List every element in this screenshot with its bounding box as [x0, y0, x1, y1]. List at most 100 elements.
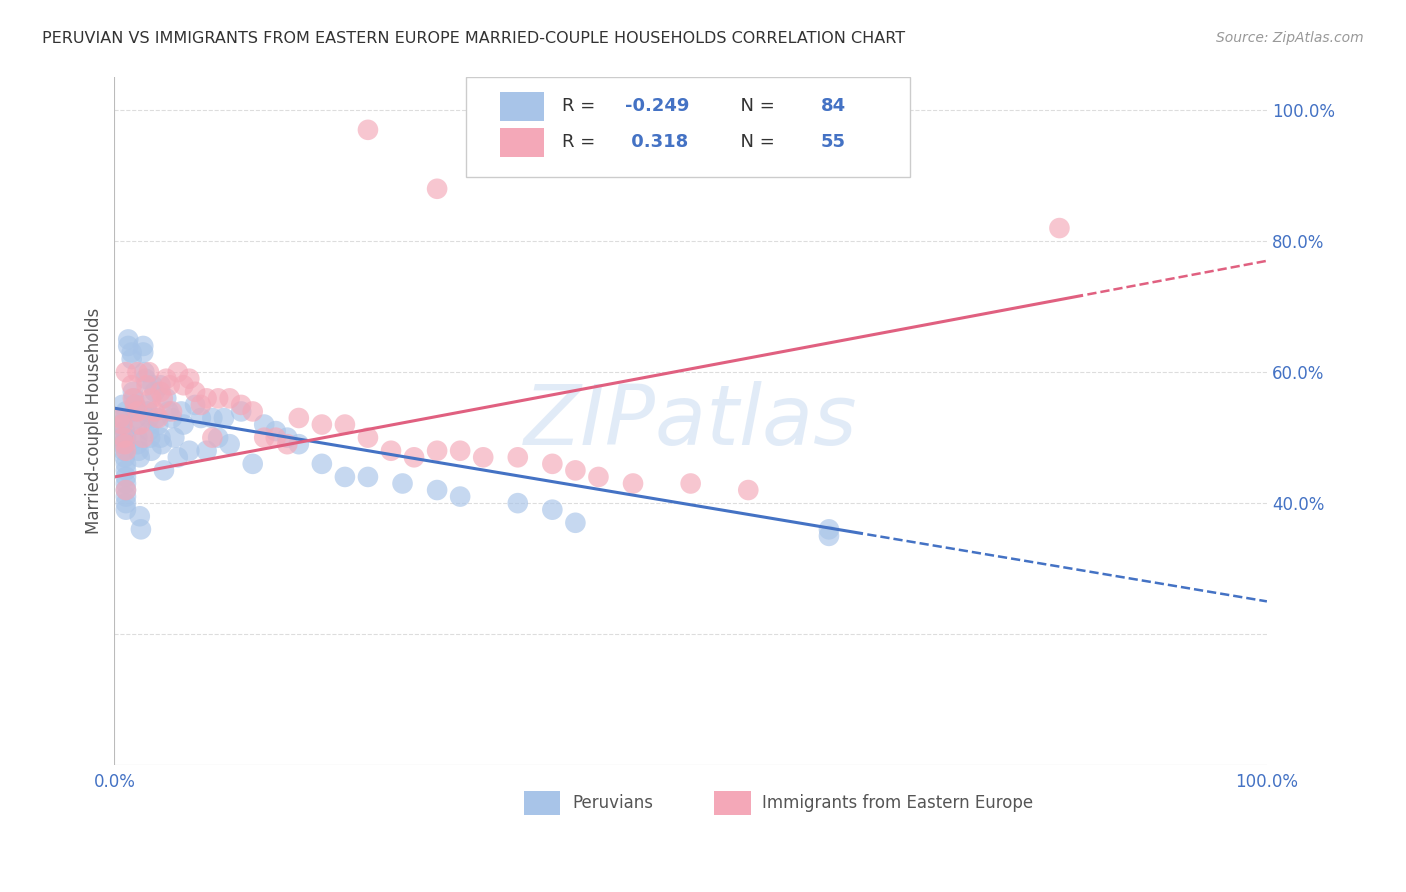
Point: [128, 509, 150, 524]
Y-axis label: Married-couple Households: Married-couple Households: [86, 308, 103, 534]
Point: [264, 431, 287, 445]
Point: [173, 417, 195, 432]
Point: [135, 378, 157, 392]
FancyBboxPatch shape: [523, 790, 561, 814]
Text: N =: N =: [728, 133, 780, 151]
Point: [153, 463, 176, 477]
Point: [114, 437, 136, 451]
FancyBboxPatch shape: [465, 78, 910, 178]
Point: [115, 463, 138, 477]
Point: [242, 404, 264, 418]
Point: [276, 431, 298, 445]
Point: [128, 450, 150, 465]
Point: [111, 417, 134, 432]
Point: [157, 404, 180, 418]
Point: [506, 496, 529, 510]
Point: [149, 378, 172, 392]
Text: R =: R =: [561, 97, 600, 115]
Point: [122, 392, 145, 406]
Point: [426, 182, 449, 196]
Point: [564, 463, 586, 477]
Point: [149, 431, 172, 445]
Point: [110, 431, 132, 445]
Point: [160, 411, 183, 425]
Point: [179, 372, 201, 386]
Text: Immigrants from Eastern Europe: Immigrants from Eastern Europe: [762, 794, 1033, 812]
Point: [115, 431, 138, 445]
Point: [449, 443, 471, 458]
Point: [115, 476, 138, 491]
Point: [132, 431, 155, 445]
Point: [108, 411, 131, 425]
Point: [333, 470, 356, 484]
Point: [679, 476, 702, 491]
Point: [112, 431, 135, 445]
Point: [115, 502, 138, 516]
Point: [149, 384, 172, 399]
Point: [588, 470, 610, 484]
Point: [115, 490, 138, 504]
Point: [179, 443, 201, 458]
Point: [170, 404, 193, 418]
Point: [136, 404, 159, 418]
Text: 55: 55: [821, 133, 846, 151]
Point: [138, 365, 160, 379]
Text: Peruvians: Peruvians: [572, 794, 652, 812]
Point: [159, 378, 181, 392]
Point: [117, 333, 139, 347]
Point: [115, 457, 138, 471]
Point: [128, 417, 150, 432]
Point: [402, 450, 425, 465]
Point: [253, 417, 276, 432]
Point: [145, 411, 167, 425]
Text: R =: R =: [561, 133, 600, 151]
Point: [311, 457, 333, 471]
Point: [155, 372, 177, 386]
Point: [121, 378, 143, 392]
Point: [141, 392, 163, 406]
Point: [125, 411, 148, 425]
Text: N =: N =: [728, 97, 780, 115]
Point: [129, 522, 152, 536]
Point: [166, 450, 188, 465]
Point: [132, 339, 155, 353]
Point: [139, 431, 162, 445]
Point: [148, 411, 170, 425]
Point: [127, 437, 149, 451]
Point: [127, 431, 149, 445]
Text: -0.249: -0.249: [624, 97, 689, 115]
Point: [207, 392, 229, 406]
Point: [135, 372, 157, 386]
Point: [357, 431, 380, 445]
Point: [121, 392, 143, 406]
Point: [127, 404, 149, 418]
Point: [115, 470, 138, 484]
Point: [115, 483, 138, 497]
Point: [111, 398, 134, 412]
Point: [380, 443, 402, 458]
Point: [166, 365, 188, 379]
Point: [128, 443, 150, 458]
Text: 0.318: 0.318: [624, 133, 688, 151]
Point: [426, 483, 449, 497]
Point: [124, 398, 146, 412]
Point: [150, 437, 173, 451]
Point: [201, 431, 224, 445]
Point: [184, 384, 207, 399]
Point: [134, 365, 156, 379]
Point: [218, 392, 240, 406]
Point: [114, 450, 136, 465]
Point: [311, 417, 333, 432]
Point: [127, 365, 149, 379]
Point: [190, 411, 212, 425]
Point: [163, 431, 186, 445]
Point: [115, 365, 138, 379]
Point: [264, 424, 287, 438]
Point: [201, 411, 224, 425]
Point: [141, 443, 163, 458]
Point: [121, 352, 143, 367]
Point: [276, 437, 298, 451]
Point: [564, 516, 586, 530]
Point: [195, 443, 218, 458]
Point: [737, 483, 759, 497]
